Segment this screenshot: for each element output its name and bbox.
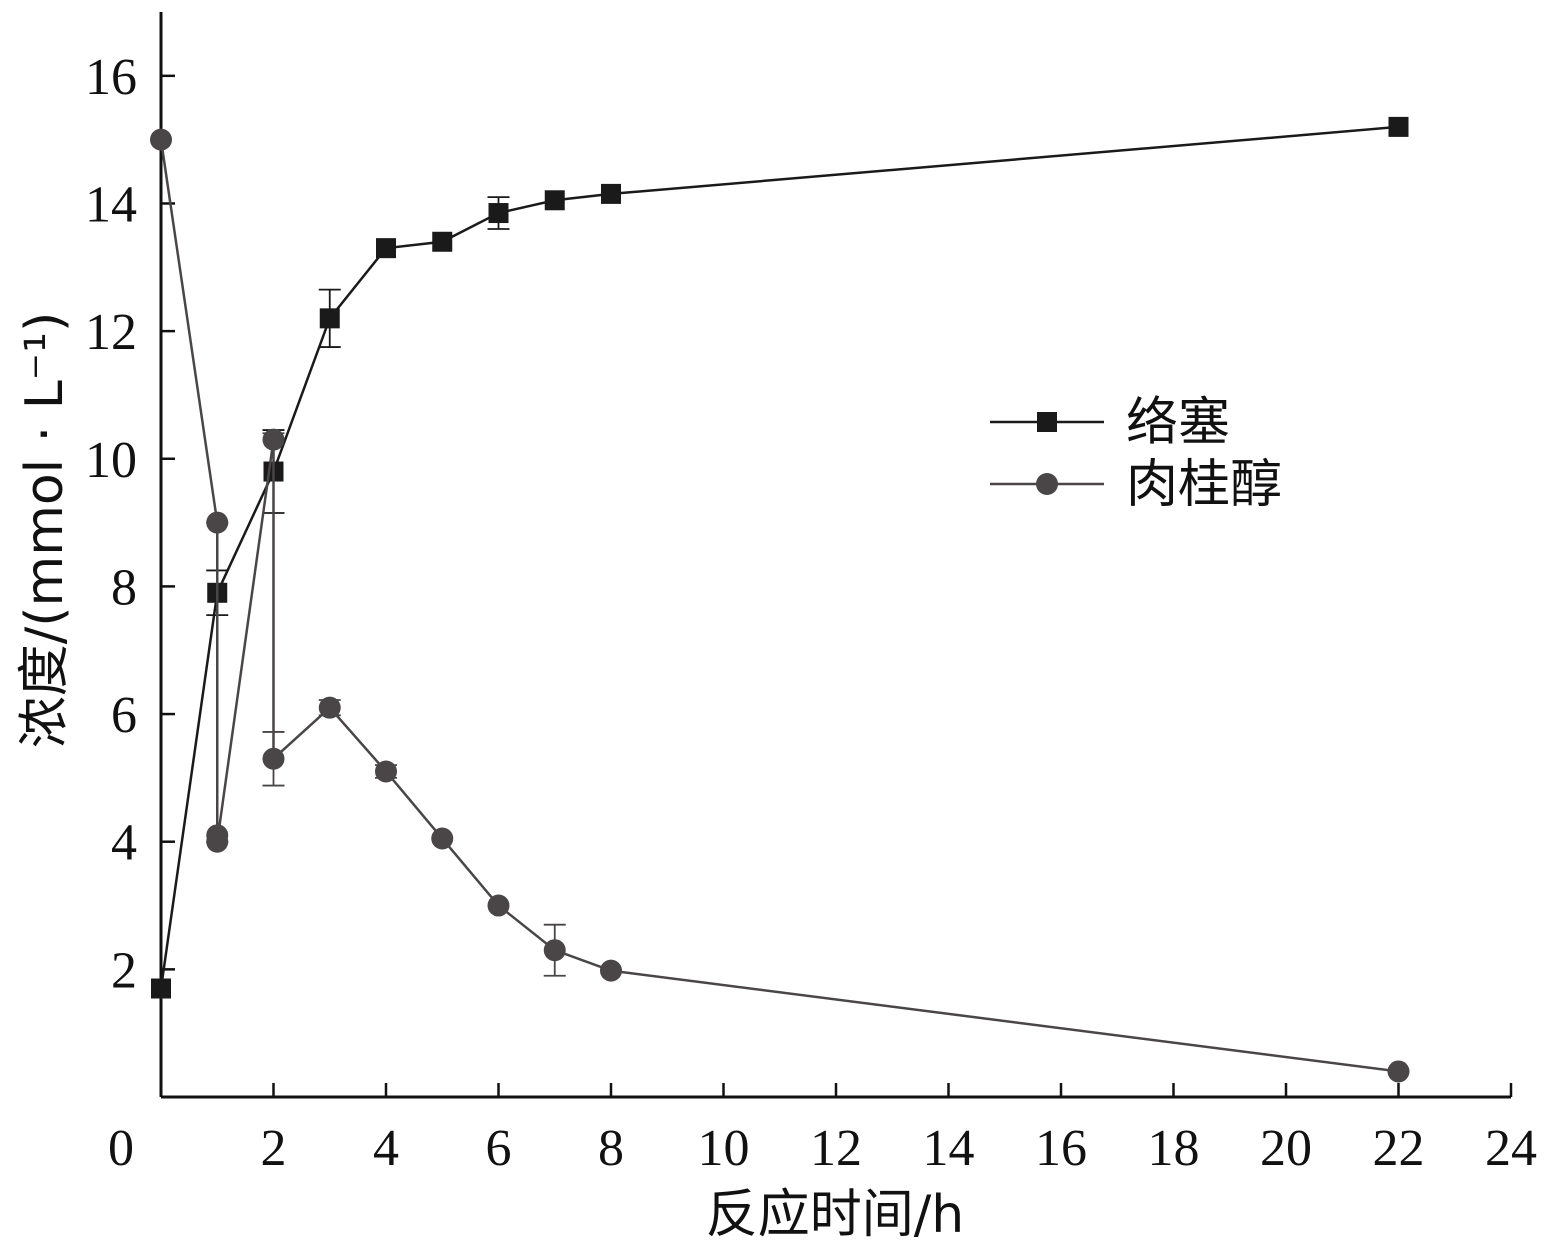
y-tick-label-7: 16 — [85, 49, 137, 106]
x-ticks: 0 2 4 6 8 10 12 14 16 18 20 22 24 — [108, 1083, 1537, 1177]
legend-label-series-2: 肉桂醇 — [1126, 455, 1282, 515]
x-tick-label-1: 2 — [261, 1120, 287, 1177]
legend-marker-series-2 — [1036, 473, 1058, 495]
series-1-point-8 — [601, 183, 621, 204]
x-tick-label-6: 12 — [810, 1120, 862, 1177]
series-2-point-12 — [1387, 1060, 1410, 1083]
y-tick-label-6: 14 — [85, 176, 137, 233]
series-2-point-10 — [543, 939, 566, 962]
series-2-point-4 — [262, 428, 285, 451]
x-tick-label-8: 16 — [1035, 1120, 1087, 1177]
x-tick-label-5: 10 — [698, 1120, 750, 1177]
series-2-point-8 — [431, 827, 454, 850]
series-1-line — [159, 125, 1399, 989]
legend-marker-series-1 — [1037, 412, 1057, 432]
y-tick-label-1: 4 — [111, 815, 137, 872]
series-2-point-5 — [262, 747, 285, 770]
series-2-point-11 — [600, 959, 622, 982]
x-tick-label-10: 20 — [1260, 1120, 1312, 1177]
x-tick-label-3: 6 — [486, 1120, 512, 1177]
x-tick-label-11: 22 — [1373, 1120, 1425, 1177]
series-2-point-7 — [375, 760, 397, 783]
y-axis-title: 浓度/(mmol · L⁻¹) — [15, 312, 75, 749]
series-1-point-9 — [1388, 116, 1409, 137]
legend-label-series-1: 络塞 — [1126, 393, 1230, 453]
series-1-point-7 — [544, 190, 565, 211]
y-tick-label-2: 6 — [111, 687, 137, 744]
x-tick-label-2: 4 — [373, 1120, 399, 1177]
series-1-point-4 — [376, 238, 396, 259]
series-1-point-3 — [319, 308, 340, 329]
x-tick-label-7: 14 — [923, 1120, 975, 1177]
y-tick-label-5: 12 — [85, 304, 137, 361]
series-1 — [151, 116, 1409, 999]
series-layer — [150, 116, 1410, 1083]
series-1-point-6 — [488, 203, 509, 224]
x-axis-title: 反应时间/h — [706, 1185, 964, 1245]
series-2-point-3 — [206, 830, 229, 853]
y-ticks: 2 4 6 8 10 12 14 16 — [85, 49, 175, 999]
error-bars — [206, 196, 566, 977]
series-2-point-9 — [487, 894, 510, 917]
series-1-point-0 — [151, 978, 171, 999]
x-tick-label-4: 8 — [598, 1120, 624, 1177]
series-1-point-5 — [432, 231, 453, 252]
series-2-point-6 — [318, 696, 341, 719]
y-tick-label-0: 2 — [111, 942, 137, 999]
y-tick-label-4: 10 — [85, 432, 137, 489]
y-tick-label-3: 8 — [111, 559, 137, 616]
x-tick-label-0: 0 — [108, 1120, 134, 1177]
x-tick-label-12: 24 — [1485, 1120, 1537, 1177]
series-2-line — [159, 139, 1399, 1073]
series-2-point-1 — [206, 511, 229, 534]
legend: 络塞 肉桂醇 — [990, 393, 1282, 515]
series-2-point-0 — [150, 128, 172, 151]
x-tick-label-9: 18 — [1148, 1120, 1200, 1177]
series-2 — [150, 128, 1410, 1083]
